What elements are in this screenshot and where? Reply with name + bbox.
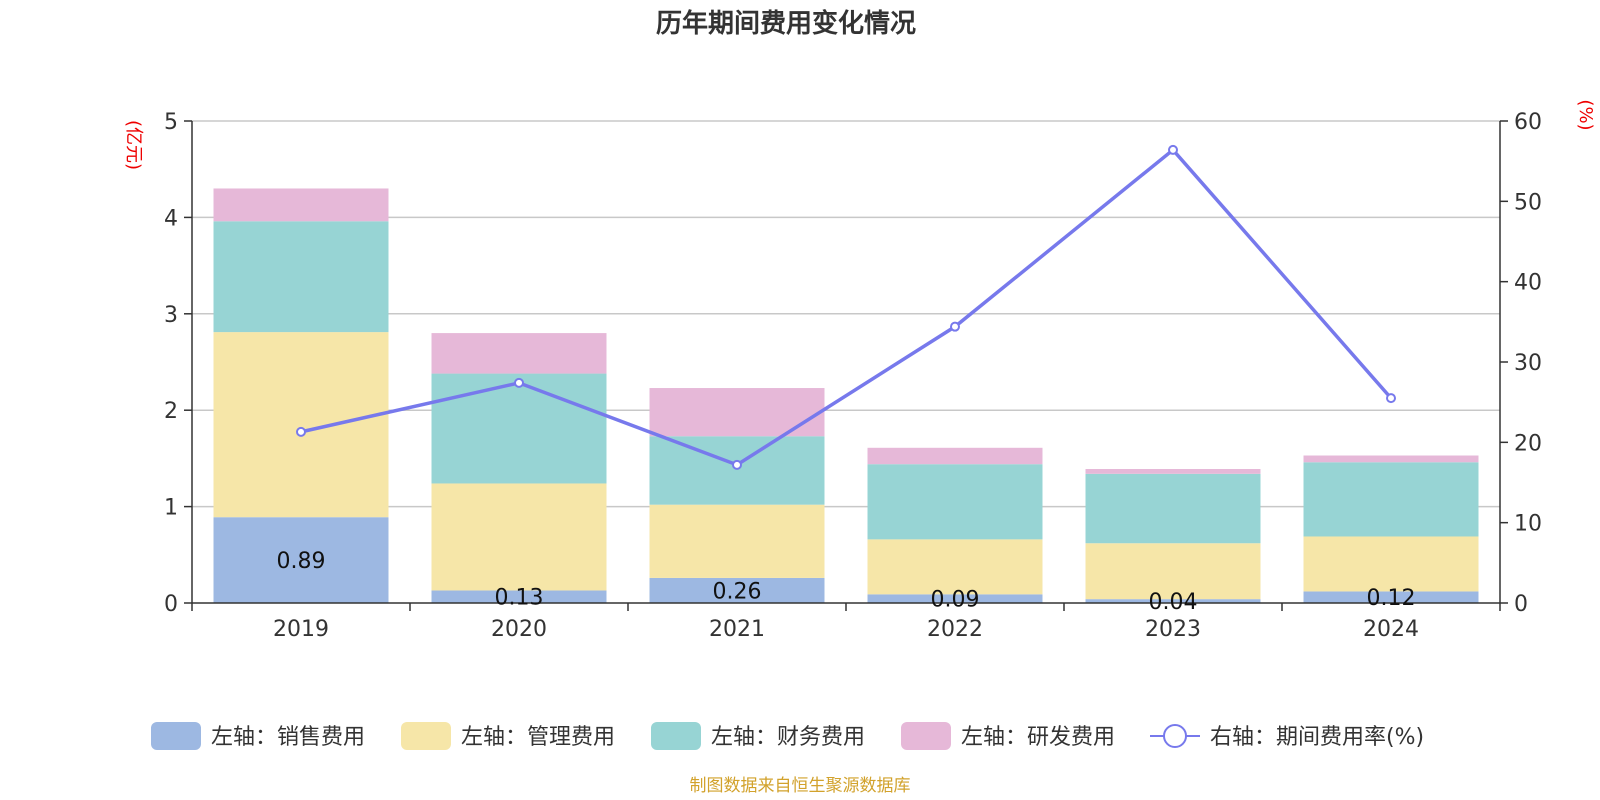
bar-admin (1303, 536, 1479, 592)
x-tick-label: 2020 (491, 617, 547, 642)
left-axis-unit: (亿元) (123, 120, 144, 170)
data-label-sales: 0.09 (931, 588, 980, 613)
left-tick-label: 3 (164, 303, 178, 328)
bar-finance (1303, 462, 1479, 537)
legend-item-rnd[interactable]: 左轴：研发费用 (901, 722, 1115, 750)
right-tick-label: 50 (1514, 190, 1542, 215)
legend-circle-marker (1163, 724, 1187, 748)
legend-item-rate_line[interactable]: 右轴：期间费用率(%) (1150, 724, 1424, 750)
bar-rnd (431, 333, 607, 374)
left-tick-label: 0 (164, 592, 178, 617)
bar-sales (431, 590, 607, 603)
bar-finance (649, 436, 825, 505)
bar-sales (213, 517, 389, 603)
data-label-sales: 0.13 (495, 586, 544, 611)
bar-rnd (1303, 455, 1479, 463)
data-labels: 0.89 0.13 0.26 0.09 0.04 0.12 (277, 549, 1416, 615)
legend-label: 左轴：研发费用 (961, 725, 1115, 750)
bar-rnd (1085, 469, 1261, 474)
bar-finance (867, 464, 1043, 540)
right-tick-label: 30 (1514, 351, 1542, 376)
rate-point (514, 377, 524, 388)
rate-point (1386, 393, 1396, 404)
legend-label: 右轴：期间费用率(%) (1210, 725, 1424, 750)
data-label-sales: 0.04 (1149, 590, 1198, 615)
bar-finance (213, 221, 389, 333)
x-tick-label: 2023 (1145, 617, 1201, 642)
bar-finance (431, 373, 607, 484)
bar-admin (649, 504, 825, 578)
right-tick-label: 60 (1514, 110, 1542, 135)
bar-rnd (867, 447, 1043, 465)
legend: 左轴：销售费用 左轴：管理费用 左轴：财务费用 左轴：研发费用 右轴：期间费用率(%) (151, 722, 1424, 750)
rate-line-series (296, 144, 1396, 470)
source-note: 制图数据来自恒生聚源数据库 (690, 776, 911, 796)
data-label-sales: 0.26 (713, 579, 762, 604)
rate-point (296, 426, 306, 437)
x-tick-label: 2022 (927, 617, 983, 642)
bar-finance (1085, 473, 1261, 544)
legend-item-sales[interactable]: 左轴：销售费用 (151, 722, 365, 750)
left-tick-label: 4 (164, 206, 178, 231)
bar-rnd (649, 388, 825, 437)
legend-item-finance[interactable]: 左轴：财务费用 (651, 722, 865, 750)
data-label-sales: 0.12 (1367, 586, 1416, 611)
right-tick-label: 40 (1514, 271, 1542, 296)
right-tick-label: 10 (1514, 512, 1542, 537)
bar-admin (1085, 543, 1261, 600)
x-tick-label: 2019 (273, 617, 329, 642)
legend-swatch (401, 722, 451, 750)
legend-label: 左轴：销售费用 (211, 725, 365, 750)
rate-point (732, 459, 742, 470)
right-tick-label: 0 (1514, 592, 1528, 617)
x-tick-label: 2024 (1363, 617, 1419, 642)
right-axis-unit: (%) (1575, 99, 1596, 130)
left-tick-label: 5 (164, 110, 178, 135)
right-tick-label: 20 (1514, 431, 1542, 456)
left-tick-label: 2 (164, 399, 178, 424)
bar-series (213, 188, 1479, 603)
legend-label: 左轴：财务费用 (711, 725, 865, 750)
rate-line (300, 147, 1393, 467)
bar-admin (213, 332, 389, 518)
rate-point (950, 321, 960, 332)
bar-sales (649, 577, 825, 603)
bar-sales (867, 594, 1043, 603)
left-tick-label: 1 (164, 496, 178, 521)
legend-swatch (151, 722, 201, 750)
legend-swatch (651, 722, 701, 750)
legend-swatch (901, 722, 951, 750)
bar-sales (1303, 591, 1479, 603)
bar-admin (431, 483, 607, 591)
legend-label: 左轴：管理费用 (461, 725, 615, 750)
bar-admin (867, 539, 1043, 595)
legend-item-admin[interactable]: 左轴：管理费用 (401, 722, 615, 750)
rate-point (1168, 144, 1178, 155)
grid-lines (192, 120, 1500, 508)
data-label-sales: 0.89 (277, 549, 326, 574)
bar-sales (1085, 599, 1261, 603)
chart-title: 历年期间费用变化情况 (656, 8, 916, 39)
bar-rnd (213, 188, 389, 222)
x-tick-label: 2021 (709, 617, 765, 642)
